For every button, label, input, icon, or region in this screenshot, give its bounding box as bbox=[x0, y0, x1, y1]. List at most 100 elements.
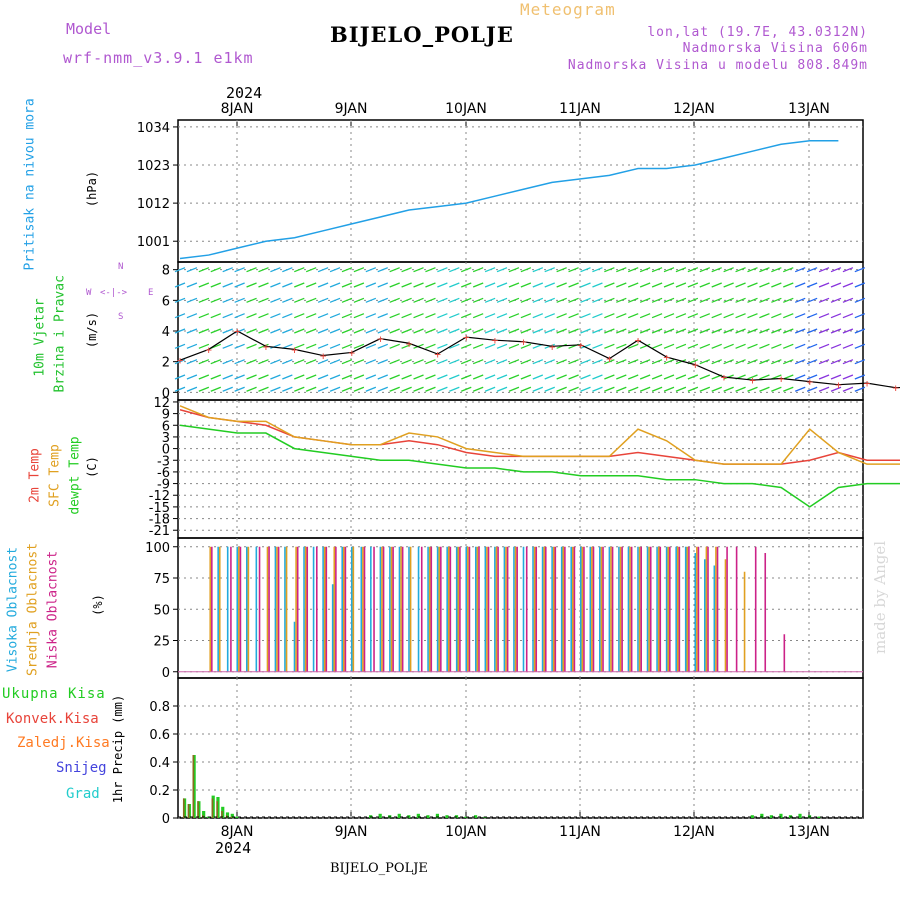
temp-tick-label: -9 bbox=[157, 478, 170, 493]
wind-arrow bbox=[508, 313, 520, 319]
wind-gust-marker: + bbox=[520, 336, 527, 349]
wind-arrow bbox=[735, 386, 746, 392]
wind-arrow bbox=[806, 313, 818, 319]
wind-arrow bbox=[723, 282, 734, 288]
wind-arrow bbox=[854, 386, 866, 392]
wind-arrow bbox=[783, 282, 794, 288]
wind-arrow bbox=[496, 386, 508, 392]
wind-arrow bbox=[556, 374, 567, 380]
wind-arrow bbox=[186, 374, 198, 380]
wind-arrow bbox=[520, 297, 532, 303]
wind-arrow bbox=[544, 313, 555, 319]
bottom-day-label: 12JAN bbox=[673, 824, 715, 840]
wind-arrow bbox=[592, 359, 603, 365]
wind-arrow bbox=[568, 267, 579, 273]
wind-arrow bbox=[353, 313, 365, 319]
wind-arrow bbox=[616, 282, 627, 288]
wind-arrow bbox=[651, 386, 663, 392]
precip-frz-label: Zaledj.Kisa bbox=[17, 735, 110, 751]
temp-tick-label: 0 bbox=[162, 443, 170, 458]
wind-arrow bbox=[484, 267, 496, 273]
wind-arrow bbox=[568, 328, 579, 334]
wind-gust-marker: + bbox=[835, 379, 842, 392]
wind-arrow bbox=[186, 297, 198, 303]
precip-bar-total bbox=[445, 815, 449, 818]
wind-arrow bbox=[580, 328, 591, 334]
wind-arrow bbox=[234, 313, 245, 319]
wind-arrow bbox=[437, 386, 448, 392]
wind-arrow bbox=[639, 267, 651, 273]
wind-arrow bbox=[556, 328, 567, 334]
wind-arrow bbox=[747, 267, 758, 273]
wind-arrow bbox=[472, 343, 484, 349]
wind-arrow bbox=[794, 386, 806, 392]
wind-arrow bbox=[341, 282, 353, 288]
wind-arrow bbox=[806, 267, 818, 273]
wind-arrow bbox=[186, 359, 198, 365]
wind-arrow bbox=[353, 282, 365, 288]
wind-arrow bbox=[771, 374, 782, 380]
wind-arrow bbox=[294, 328, 305, 334]
wind-arrow bbox=[449, 313, 460, 319]
wind-arrow bbox=[329, 328, 341, 334]
wind-arrow bbox=[830, 282, 842, 288]
wind-arrow bbox=[544, 359, 555, 365]
wind-gust-marker: + bbox=[721, 371, 728, 384]
wind-arrow bbox=[186, 313, 198, 319]
wind-arrow bbox=[651, 374, 663, 380]
wind-arrow bbox=[520, 374, 532, 380]
wind-arrow bbox=[699, 267, 711, 273]
wind-arrow bbox=[771, 313, 782, 319]
precip-bar-total bbox=[779, 813, 783, 818]
wind-arrow bbox=[294, 386, 305, 392]
wind-arrow bbox=[687, 374, 699, 380]
wind-gust-marker: + bbox=[549, 340, 556, 353]
wind-arrow bbox=[592, 267, 603, 273]
elevation-label: Nadmorska Visina 606m bbox=[682, 41, 868, 56]
wind-arrow bbox=[305, 343, 317, 349]
wind-arrow bbox=[365, 386, 377, 392]
wind-arrow bbox=[580, 386, 591, 392]
wind-arrow bbox=[234, 359, 245, 365]
wind-arrow bbox=[735, 297, 746, 303]
wind-arrow bbox=[317, 343, 329, 349]
top-day-label: 8JAN bbox=[221, 101, 254, 117]
wind-arrow bbox=[174, 386, 186, 392]
wind-arrow bbox=[818, 343, 830, 349]
wind-arrow bbox=[461, 359, 472, 365]
wind-arrow bbox=[496, 267, 508, 273]
wind-arrow bbox=[270, 313, 281, 319]
wind-arrow bbox=[556, 359, 567, 365]
wind-arrow bbox=[604, 267, 615, 273]
precip-conv-label: Konvek.Kisa bbox=[6, 711, 99, 727]
wind-arrow bbox=[341, 374, 353, 380]
precip-bar-total bbox=[769, 815, 773, 818]
wind-arrow bbox=[282, 374, 293, 380]
wind-arrow bbox=[723, 328, 734, 334]
precip-bar-conv bbox=[187, 804, 190, 818]
wind-arrow bbox=[818, 297, 830, 303]
wind-arrow bbox=[580, 374, 591, 380]
wind-arrow bbox=[389, 297, 400, 303]
wind-arrow bbox=[496, 297, 508, 303]
wind-arrow bbox=[604, 343, 615, 349]
wind-arrow bbox=[854, 343, 866, 349]
wind-arrow bbox=[329, 343, 341, 349]
temp-tick-label: 12 bbox=[153, 396, 170, 411]
wind-arrow bbox=[675, 328, 687, 334]
wind-arrow bbox=[174, 313, 186, 319]
wind-arrow bbox=[639, 343, 651, 349]
wind-arrow bbox=[568, 374, 579, 380]
wind-arrow bbox=[663, 359, 675, 365]
wind-arrow bbox=[735, 343, 746, 349]
temp-tick-label: 6 bbox=[162, 419, 170, 434]
wind-arrow bbox=[210, 282, 222, 288]
precip-bar-total bbox=[798, 813, 802, 818]
wind-arrow bbox=[401, 313, 412, 319]
wind-arrow bbox=[294, 267, 305, 273]
wind-arrow bbox=[425, 267, 436, 273]
wind-gust-marker: + bbox=[606, 353, 613, 366]
wind-arrow bbox=[389, 267, 400, 273]
wind-arrow bbox=[401, 282, 412, 288]
